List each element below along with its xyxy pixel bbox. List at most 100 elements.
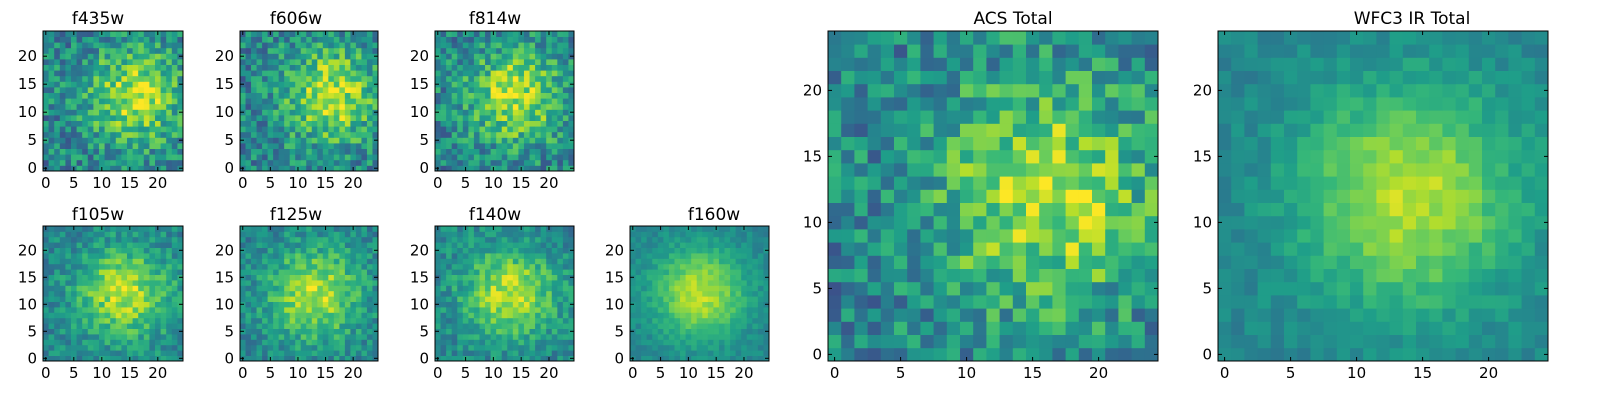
- heatmap-cell: [752, 269, 759, 275]
- heatmap-cell: [328, 236, 335, 243]
- heatmap-cell: [361, 59, 368, 65]
- heatmap-cell: [328, 59, 335, 65]
- heatmap-cell: [82, 263, 89, 270]
- heatmap-cell: [251, 59, 257, 65]
- heatmap-cell: [267, 137, 274, 144]
- heatmap-cell: [245, 120, 252, 127]
- heatmap-cell: [127, 263, 133, 270]
- heatmap-cell: [355, 120, 362, 127]
- heatmap-cell: [339, 42, 346, 49]
- heatmap-cell: [278, 231, 285, 238]
- heatmap-cell: [317, 81, 324, 88]
- heatmap-cell: [278, 59, 285, 65]
- heatmap-cell: [149, 87, 156, 93]
- heatmap-cell: [652, 280, 659, 286]
- heatmap-cell: [702, 236, 709, 243]
- heatmap-cell: [741, 317, 748, 324]
- heatmap-cell: [366, 47, 373, 54]
- heatmap-cell: [344, 350, 351, 356]
- heatmap-cell: [523, 242, 530, 248]
- heatmap-cell: [752, 344, 759, 351]
- heatmap-cell: [295, 328, 302, 335]
- heatmap-cell: [707, 253, 714, 259]
- heatmap-cell: [166, 143, 173, 149]
- heatmap-cell: [1144, 163, 1159, 177]
- heatmap-cell: [562, 323, 569, 329]
- heatmap-cell: [568, 317, 575, 324]
- heatmap-cell: [48, 339, 55, 346]
- heatmap-cell: [240, 98, 246, 105]
- panel-title-f606w: f606w: [270, 9, 322, 29]
- heatmap-cell: [451, 253, 458, 259]
- heatmap-cell: [317, 355, 324, 362]
- heatmap-cell: [256, 42, 263, 49]
- heatmap-cell: [512, 81, 519, 88]
- heatmap-cell: [306, 312, 313, 319]
- heatmap-cell: [59, 312, 66, 319]
- heatmap-cell: [435, 231, 441, 238]
- heatmap-cell: [132, 92, 139, 99]
- heatmap-cell: [1092, 163, 1106, 177]
- heatmap-cell: [657, 253, 664, 259]
- heatmap-cell: [99, 253, 105, 259]
- heatmap-cell: [344, 285, 351, 292]
- heatmap-cell: [691, 307, 698, 313]
- heatmap-cell: [557, 339, 564, 346]
- heatmap-cell: [278, 312, 285, 319]
- heatmap-cell: [166, 307, 173, 313]
- heatmap-cell: [462, 301, 469, 308]
- heatmap-cell: [1052, 334, 1066, 349]
- heatmap-cell: [132, 103, 139, 110]
- heatmap-cell: [262, 53, 268, 60]
- heatmap-cell: [59, 339, 66, 346]
- heatmap-cell: [328, 159, 335, 166]
- heatmap-cell: [496, 103, 503, 110]
- heatmap-cell: [284, 103, 291, 110]
- axes-frame: [629, 225, 770, 362]
- heatmap-cell: [127, 75, 133, 82]
- heatmap-cell: [43, 131, 49, 138]
- heatmap-cell: [468, 231, 475, 238]
- heatmap-cell: [523, 53, 530, 60]
- heatmap-cell: [680, 247, 686, 254]
- heatmap-cell: [361, 236, 368, 243]
- heatmap-cell: [300, 47, 307, 54]
- heatmap-cell: [551, 131, 558, 138]
- heatmap-cell: [295, 334, 302, 340]
- heatmap-cell: [1065, 255, 1080, 269]
- heatmap-cell: [71, 328, 77, 335]
- heatmap-cell: [523, 236, 530, 243]
- heatmap-cell: [361, 120, 368, 127]
- heatmap-cell: [177, 258, 184, 265]
- heatmap-cell: [568, 31, 575, 37]
- heatmap-cell: [485, 59, 491, 65]
- heatmap-cell: [535, 317, 542, 324]
- heatmap-cell: [1105, 268, 1119, 283]
- heatmap-cell: [691, 328, 698, 335]
- heatmap-cell: [757, 323, 764, 329]
- heatmap-cell: [718, 328, 725, 335]
- x-tick-label: 0: [433, 174, 443, 192]
- heatmap-cell: [440, 328, 447, 335]
- heatmap-cell: [999, 163, 1014, 177]
- heatmap-cell: [132, 143, 139, 149]
- heatmap-cell: [702, 312, 709, 319]
- heatmap-cell: [490, 339, 497, 346]
- heatmap-cell: [149, 120, 156, 127]
- heatmap-cell: [71, 98, 77, 105]
- heatmap-cell: [339, 165, 346, 172]
- heatmap-cell: [562, 120, 569, 127]
- heatmap-cell: [691, 334, 698, 340]
- heatmap-cell: [115, 120, 122, 127]
- heatmap-cell: [462, 64, 469, 71]
- heatmap-cell: [333, 350, 340, 356]
- heatmap-cell: [240, 285, 246, 292]
- heatmap-cell: [171, 350, 178, 356]
- heatmap-cell: [1078, 229, 1093, 243]
- heatmap-cell: [557, 280, 564, 286]
- heatmap-cell: [685, 344, 692, 351]
- heatmap-cell: [121, 263, 128, 270]
- heatmap-cell: [674, 285, 681, 292]
- heatmap-cell: [48, 159, 55, 166]
- heatmap-cell: [457, 103, 464, 110]
